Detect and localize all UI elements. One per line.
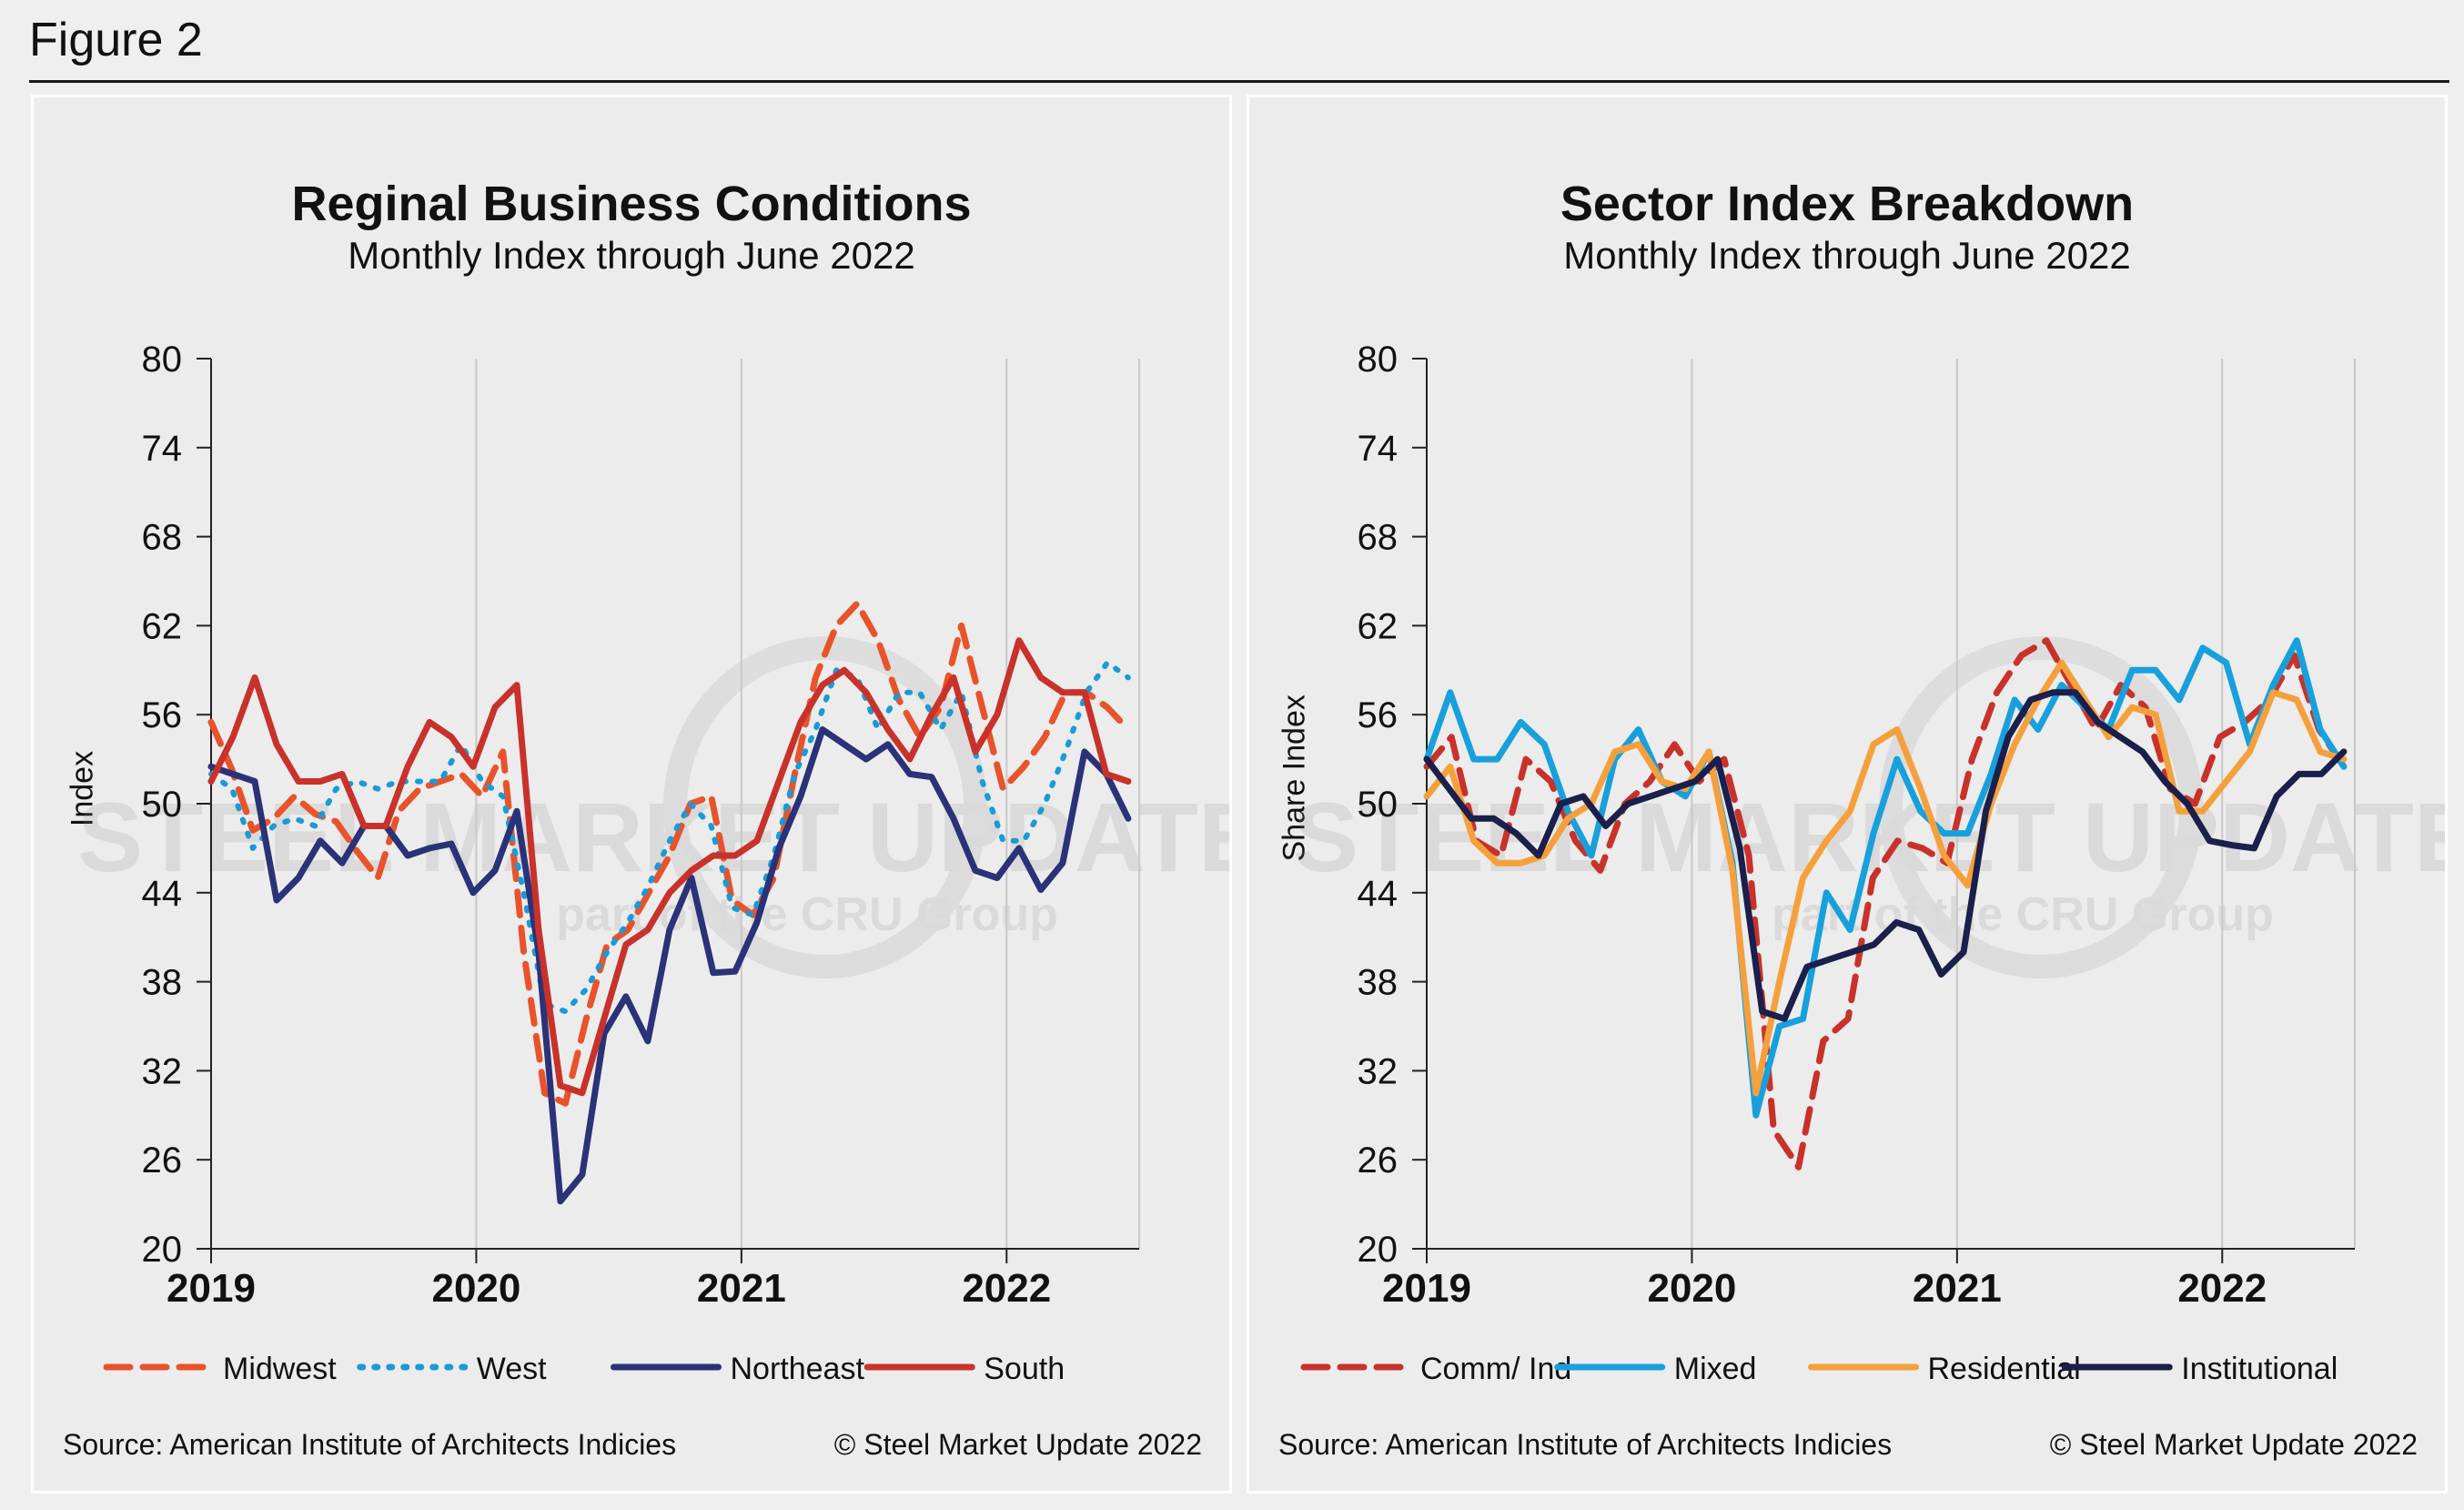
x-tick-label: 2019 (167, 1266, 256, 1311)
legend-label: Residential (1928, 1352, 2081, 1386)
y-tick-label: 32 (1358, 1051, 1399, 1091)
legend-item: Northeast (611, 1352, 865, 1386)
y-tick-label: 74 (142, 429, 183, 469)
sector-chart-panel: Sector Index Breakdown Monthly Index thr… (1247, 95, 2448, 1494)
y-tick-label: 50 (1358, 785, 1399, 825)
x-tick-label: 2019 (1382, 1266, 1471, 1311)
legend-item: West (357, 1352, 547, 1386)
chart-title: Reginal Business Conditions (291, 177, 972, 231)
y-tick-label: 50 (142, 785, 183, 825)
y-tick-label: 56 (142, 695, 183, 735)
copyright-note: © Steel Market Update 2022 (2049, 1428, 2418, 1461)
series-line-south (207, 637, 1132, 1097)
source-note: Source: American Institute of Architects… (63, 1428, 677, 1461)
y-tick-label: 20 (142, 1230, 183, 1270)
y-tick-label: 80 (1358, 339, 1399, 380)
regional-chart-panel: Reginal Business Conditions Monthly Inde… (31, 95, 1232, 1494)
legend-label: Midwest (223, 1352, 337, 1386)
chart-subtitle: Monthly Index through June 2022 (1563, 234, 2131, 277)
x-tick-label: 2022 (962, 1266, 1051, 1311)
x-tick-label: 2021 (697, 1266, 786, 1311)
figure-title-rule (29, 80, 2449, 83)
y-tick-label: 44 (1358, 874, 1399, 914)
source-note: Source: American Institute of Architects… (1278, 1428, 1893, 1461)
y-tick-label: 62 (142, 606, 183, 646)
series-line-comm-ind (1423, 637, 2348, 1171)
y-tick-label: 32 (142, 1051, 183, 1091)
y-tick-label: 62 (1358, 606, 1399, 646)
watermark-brand: STEEL MARKET UPDATE (1293, 782, 2445, 892)
y-tick-label: 74 (1358, 429, 1399, 469)
legend-item: Comm/ Ind (1300, 1352, 1571, 1386)
copyright-note: © Steel Market Update 2022 (833, 1428, 1202, 1461)
y-tick-label: 38 (142, 963, 183, 1003)
x-tick-label: 2021 (1913, 1266, 2002, 1311)
y-tick-label: 20 (1358, 1230, 1399, 1270)
legend-label: Northeast (731, 1352, 865, 1386)
y-tick-label: 68 (1358, 518, 1399, 558)
chart-title: Sector Index Breakdown (1560, 177, 2135, 231)
x-tick-label: 2020 (1647, 1266, 1736, 1311)
legend-item: Midwest (103, 1352, 337, 1386)
series-line-midwest (207, 600, 1132, 1107)
legend-label: Mixed (1674, 1352, 1757, 1386)
x-tick-label: 2022 (2177, 1266, 2267, 1311)
series-line-institutional (1423, 689, 2348, 1022)
y-tick-label: 80 (142, 339, 183, 380)
legend-label: West (477, 1352, 547, 1386)
series-line-mixed (1423, 637, 2348, 1119)
y-tick-label: 38 (1358, 963, 1399, 1003)
y-tick-label: 26 (1358, 1140, 1399, 1181)
legend-label: Institutional (2181, 1352, 2338, 1386)
y-tick-label: 44 (142, 874, 183, 914)
legend-label: Comm/ Ind (1420, 1352, 1571, 1386)
legend-item: South (863, 1352, 1065, 1386)
legend-item: Institutional (2061, 1352, 2338, 1386)
figure-title: Figure 2 (29, 14, 203, 66)
legend-item: Mixed (1554, 1352, 1757, 1386)
y-tick-label: 26 (142, 1140, 183, 1181)
watermark-tagline: part of the CRU Group (1772, 888, 2274, 941)
chart-subtitle: Monthly Index through June 2022 (348, 234, 915, 277)
y-tick-label: 68 (142, 518, 183, 558)
legend-item: Residential (1808, 1352, 2081, 1386)
x-tick-label: 2020 (431, 1266, 520, 1311)
legend-label: South (984, 1352, 1065, 1386)
y-tick-label: 56 (1358, 695, 1399, 735)
